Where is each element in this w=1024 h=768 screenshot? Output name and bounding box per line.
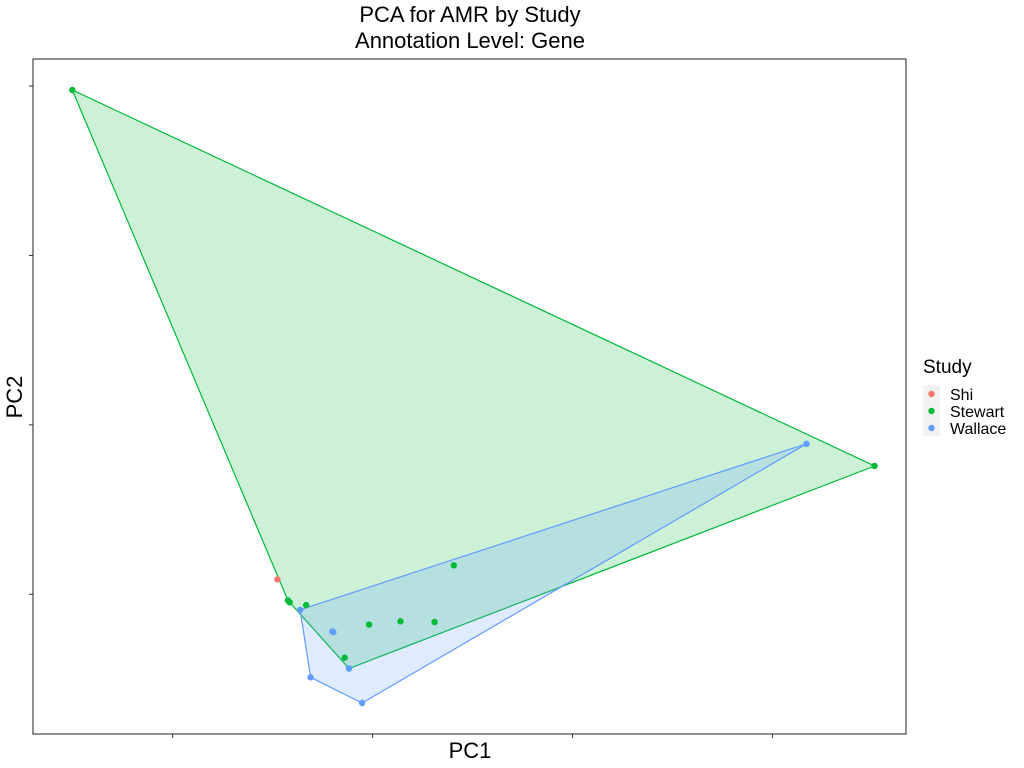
legend-key-shi bbox=[928, 390, 935, 398]
point-layer bbox=[69, 86, 878, 707]
point-stewart-7 bbox=[365, 621, 373, 628]
y-axis-label: PC2 bbox=[2, 376, 27, 419]
legend-label-stewart: Stewart bbox=[950, 404, 1005, 421]
point-stewart-3 bbox=[450, 562, 457, 569]
legend-key-stewart bbox=[928, 407, 935, 415]
point-shi-1 bbox=[274, 576, 281, 583]
point-stewart-1 bbox=[69, 86, 76, 94]
point-wallace-5 bbox=[345, 665, 353, 672]
chart-subtitle: Annotation Level: Gene bbox=[355, 28, 585, 53]
point-wallace-6 bbox=[307, 674, 314, 681]
hull-stewart bbox=[71, 88, 877, 670]
point-stewart-5 bbox=[286, 599, 293, 606]
legend-key-wallace bbox=[928, 424, 935, 432]
chart-title: PCA for AMR by Study bbox=[359, 2, 580, 27]
point-stewart-9 bbox=[431, 618, 438, 626]
point-wallace-2 bbox=[296, 606, 304, 613]
legend-title: Study bbox=[923, 357, 972, 378]
plot-panel-border bbox=[32, 58, 907, 735]
point-stewart-8 bbox=[397, 618, 404, 625]
legend-label-shi: Shi bbox=[950, 387, 973, 404]
point-wallace-7 bbox=[358, 699, 366, 707]
point-stewart-6 bbox=[303, 601, 310, 609]
point-wallace-4 bbox=[330, 628, 337, 636]
point-stewart-2 bbox=[871, 462, 878, 470]
point-wallace-1 bbox=[803, 440, 810, 447]
tick-layer bbox=[29, 85, 773, 738]
legend-label-wallace: Wallace bbox=[950, 421, 1006, 438]
hull-layer bbox=[71, 88, 877, 704]
x-axis-label: PC1 bbox=[449, 738, 492, 763]
point-stewart-10 bbox=[341, 654, 348, 661]
